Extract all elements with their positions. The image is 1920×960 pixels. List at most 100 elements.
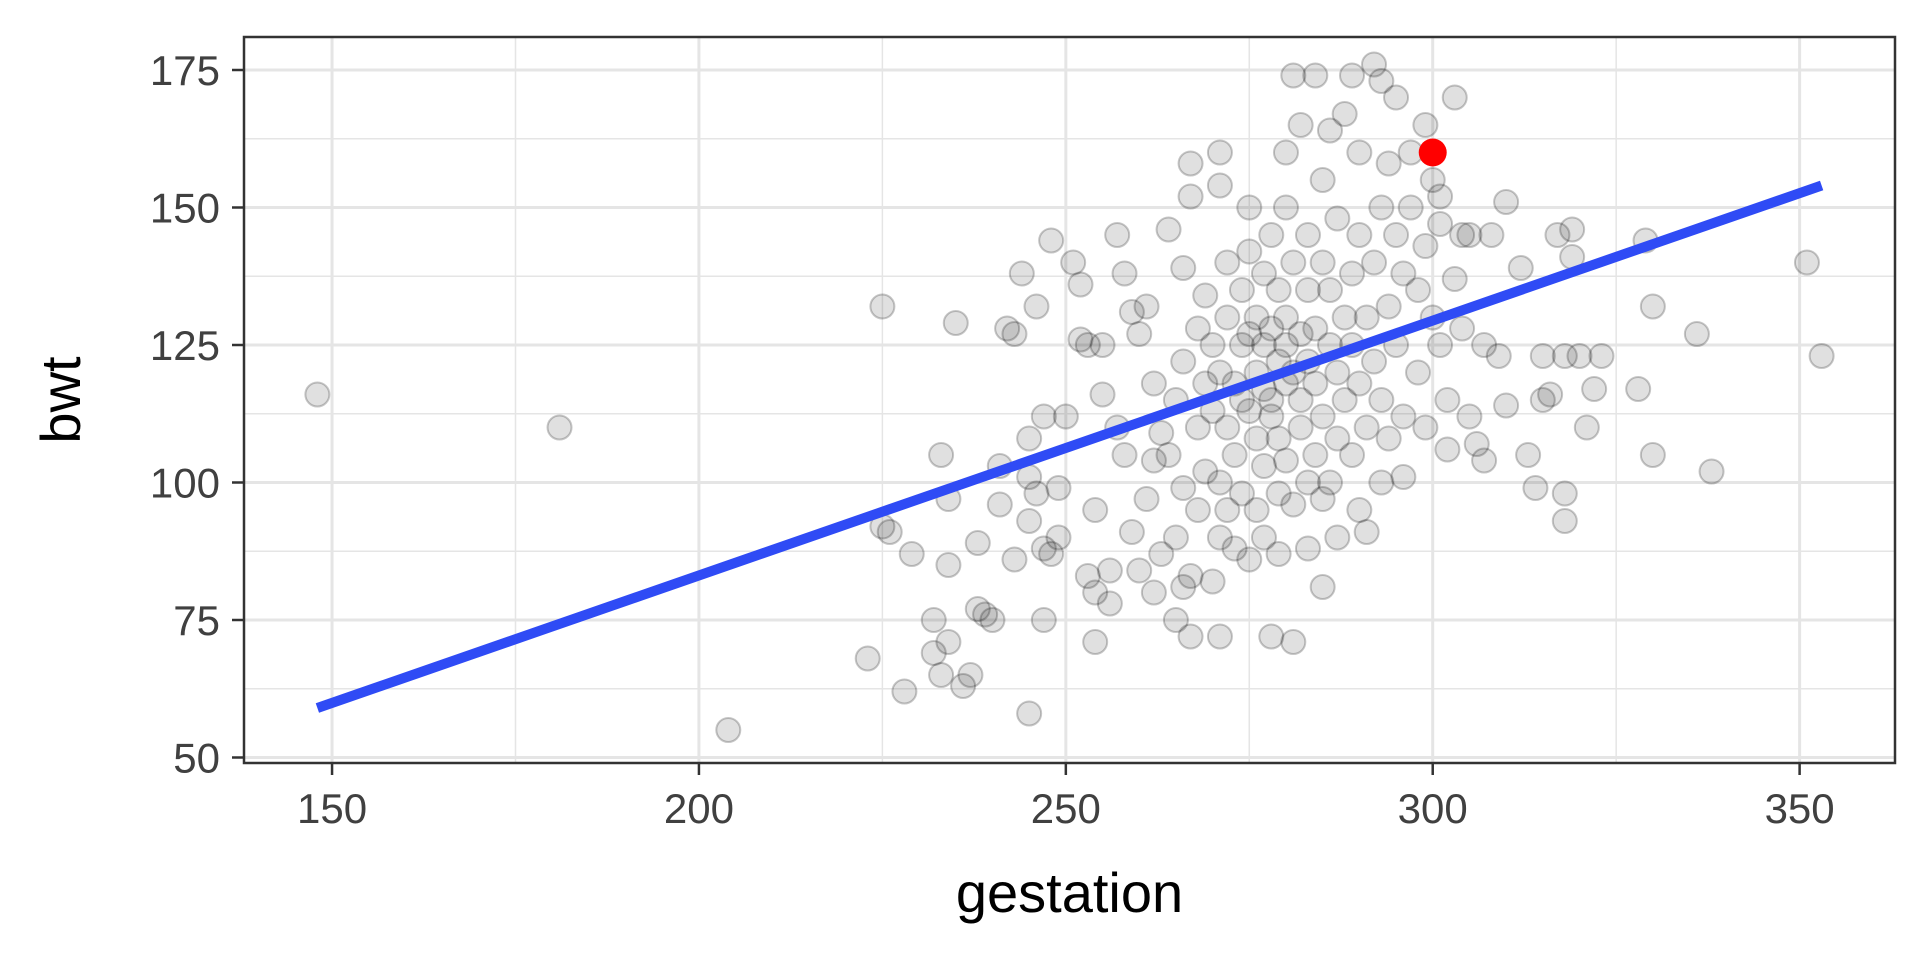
y-tick-label: 75 bbox=[173, 597, 220, 644]
scatter-point bbox=[1412, 233, 1439, 259]
x-axis-ticks: 150 200 250 300 350 bbox=[297, 763, 1835, 832]
scatter-point bbox=[1272, 304, 1299, 331]
scatter-point bbox=[1265, 541, 1292, 567]
scatter-point bbox=[1361, 348, 1388, 375]
scatter-point bbox=[1184, 315, 1211, 342]
y-tick-label: 150 bbox=[150, 185, 220, 232]
scatter-point bbox=[1405, 277, 1432, 303]
scatter-point bbox=[1441, 84, 1468, 111]
scatter-point bbox=[1206, 524, 1233, 551]
scatter-point bbox=[1427, 211, 1454, 237]
scatter-point bbox=[1199, 568, 1226, 595]
scatter-point bbox=[1250, 260, 1277, 287]
scatter-point bbox=[1140, 579, 1167, 606]
scatter-point bbox=[1111, 260, 1138, 287]
scatter-point bbox=[1111, 442, 1138, 468]
scatter-point bbox=[1493, 189, 1520, 215]
scatter-point bbox=[1346, 370, 1373, 397]
scatter-point bbox=[1258, 387, 1285, 413]
scatter-point bbox=[1471, 332, 1498, 358]
scatter-point bbox=[1287, 387, 1314, 413]
scatter-point bbox=[1140, 370, 1167, 397]
scatter-point bbox=[1170, 574, 1197, 600]
scatter-point bbox=[1214, 304, 1241, 331]
scatter-point bbox=[1793, 249, 1820, 276]
scatter-point bbox=[1265, 480, 1292, 507]
scatter-point bbox=[979, 607, 1006, 633]
scatter-point bbox=[1368, 469, 1395, 496]
scatter-point bbox=[1104, 222, 1131, 248]
scatter-point bbox=[1294, 535, 1321, 562]
scatter-point bbox=[1449, 315, 1476, 342]
scatter-point bbox=[1023, 293, 1050, 320]
x-tick-label: 150 bbox=[297, 785, 367, 832]
scatter-point bbox=[928, 442, 955, 468]
scatter-point bbox=[1331, 101, 1358, 127]
scatter-point bbox=[1082, 497, 1109, 523]
scatter-point bbox=[1280, 629, 1307, 655]
scatter-point bbox=[1148, 420, 1175, 446]
scatter-point bbox=[1001, 321, 1028, 347]
scatter-point bbox=[1375, 150, 1402, 177]
y-axis-title: bwt bbox=[29, 356, 92, 444]
scatter-point bbox=[1258, 315, 1285, 342]
scatter-point bbox=[1294, 277, 1321, 303]
scatter-point bbox=[1096, 557, 1123, 584]
scatter-point bbox=[1214, 497, 1241, 523]
regression-line-group bbox=[315, 180, 1824, 713]
scatter-point bbox=[1199, 332, 1226, 358]
scatter-point bbox=[1434, 387, 1461, 413]
scatter-point bbox=[1390, 403, 1417, 430]
scatter-point bbox=[1339, 260, 1366, 287]
scatter-point bbox=[1016, 700, 1043, 727]
scatter-point bbox=[1537, 381, 1564, 408]
scatter-point bbox=[1177, 150, 1204, 177]
scatter-point bbox=[1016, 425, 1043, 452]
scatter-point bbox=[1038, 541, 1065, 567]
x-tick-label: 250 bbox=[1031, 785, 1101, 832]
scatter-point bbox=[1397, 194, 1424, 221]
scatter-point bbox=[1177, 623, 1204, 650]
scatter-point bbox=[1258, 222, 1285, 248]
scatter-point bbox=[1346, 497, 1373, 523]
scatter-point bbox=[1302, 62, 1329, 89]
scatter-point bbox=[1045, 524, 1072, 551]
scatter-point bbox=[1206, 139, 1233, 166]
scatter-point bbox=[964, 530, 991, 556]
scatter-point bbox=[1683, 321, 1710, 347]
regression-line bbox=[315, 180, 1824, 713]
scatter-point bbox=[1126, 557, 1153, 584]
scatter-point bbox=[1368, 68, 1395, 94]
scatter-point bbox=[876, 519, 903, 545]
scatter-point bbox=[1346, 139, 1373, 166]
scatter-point bbox=[1573, 414, 1600, 441]
scatter-point bbox=[1250, 453, 1277, 479]
scatter-point bbox=[1096, 590, 1123, 617]
scatter-point bbox=[1507, 255, 1534, 281]
scatter-point bbox=[1287, 321, 1314, 347]
scatter-point bbox=[1177, 563, 1204, 589]
scatter-point bbox=[1023, 480, 1050, 507]
scatter-point bbox=[1375, 293, 1402, 320]
scatter-point bbox=[1346, 222, 1373, 248]
scatter-point bbox=[1324, 425, 1351, 452]
scatter-point bbox=[1206, 359, 1233, 386]
scatter-point bbox=[1471, 447, 1498, 474]
scatter-point bbox=[1170, 475, 1197, 501]
scatter-point bbox=[891, 678, 918, 705]
scatter-point bbox=[1074, 332, 1101, 358]
scatter-point bbox=[1192, 282, 1219, 309]
scatter-point bbox=[1449, 222, 1476, 248]
scatter-point bbox=[1206, 623, 1233, 650]
scatter-point bbox=[920, 607, 947, 633]
scatter-point bbox=[1463, 431, 1490, 457]
scatter-point bbox=[1236, 194, 1263, 221]
x-tick-label: 200 bbox=[664, 785, 734, 832]
scatter-point bbox=[1522, 475, 1549, 501]
scatter-point bbox=[1383, 84, 1410, 111]
scatter-point bbox=[994, 315, 1021, 342]
y-tick-label: 175 bbox=[150, 47, 220, 94]
scatter-point bbox=[942, 310, 969, 336]
scatter-point bbox=[1008, 260, 1035, 287]
